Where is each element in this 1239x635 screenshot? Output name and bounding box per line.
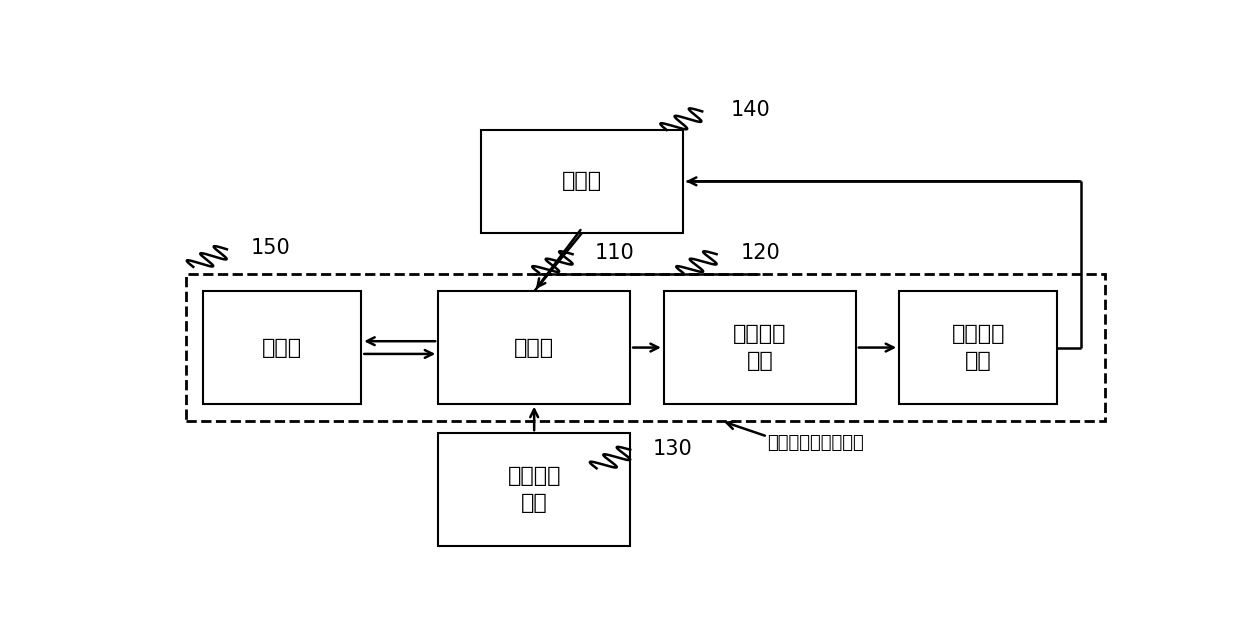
- FancyBboxPatch shape: [203, 291, 362, 404]
- Text: 130: 130: [652, 439, 693, 458]
- Text: 电压调节
电路: 电压调节 电路: [733, 324, 787, 371]
- Text: 120: 120: [741, 243, 781, 263]
- Text: 高精度晶振控制电路: 高精度晶振控制电路: [767, 434, 865, 452]
- FancyBboxPatch shape: [900, 291, 1058, 404]
- FancyBboxPatch shape: [439, 291, 631, 404]
- FancyBboxPatch shape: [664, 291, 856, 404]
- Text: 140: 140: [731, 100, 771, 121]
- Text: 存储器: 存储器: [261, 338, 302, 358]
- Text: 110: 110: [595, 243, 634, 263]
- Text: 150: 150: [250, 238, 291, 258]
- Text: 控制器: 控制器: [514, 338, 554, 358]
- FancyBboxPatch shape: [439, 433, 631, 545]
- Text: 测量仪: 测量仪: [563, 171, 602, 191]
- Text: 人机交互
设备: 人机交互 设备: [508, 466, 561, 512]
- FancyBboxPatch shape: [481, 130, 683, 232]
- Text: 压控有源
晶振: 压控有源 晶振: [952, 324, 1005, 371]
